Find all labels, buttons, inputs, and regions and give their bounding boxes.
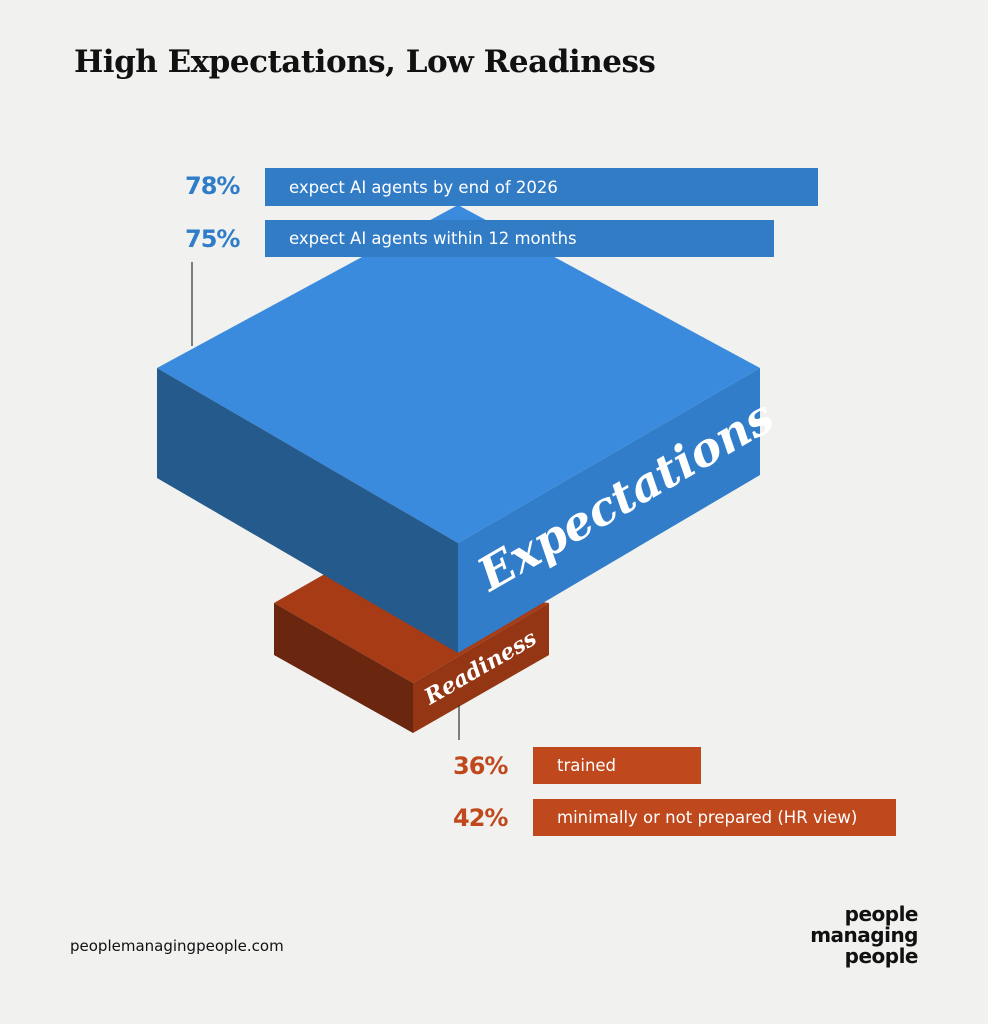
- expectations-left-face: [157, 368, 458, 653]
- stat-bar: expect AI agents within 12 months: [265, 220, 774, 257]
- readiness-left-face: [274, 603, 413, 733]
- stat-value: 78%: [185, 172, 240, 200]
- page-title: High Expectations, Low Readiness: [74, 44, 656, 80]
- stat-value: 75%: [185, 225, 240, 253]
- stat-bar: minimally or not prepared (HR view): [533, 799, 896, 836]
- expectations-right-face: [458, 368, 760, 653]
- brand-logo: people managing people: [810, 902, 918, 968]
- expectations-block: Expectations: [157, 205, 783, 653]
- stat-value: 36%: [453, 752, 508, 780]
- readiness-right-face: [413, 603, 549, 733]
- footer-url: peoplemanagingpeople.com: [70, 937, 284, 955]
- stat-value: 42%: [453, 804, 508, 832]
- expectations-top-face: [157, 205, 760, 543]
- stat-bar: expect AI agents by end of 2026: [265, 168, 818, 206]
- stat-bar: trained: [533, 747, 701, 784]
